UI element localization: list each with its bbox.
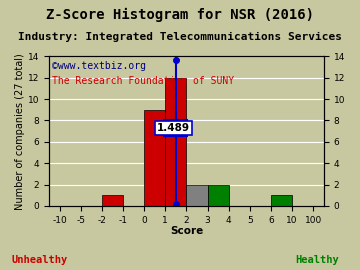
Text: ©www.textbiz.org: ©www.textbiz.org xyxy=(52,61,146,71)
Text: Industry: Integrated Telecommunications Services: Industry: Integrated Telecommunications … xyxy=(18,32,342,42)
Text: Z-Score Histogram for NSR (2016): Z-Score Histogram for NSR (2016) xyxy=(46,8,314,22)
Bar xyxy=(271,195,292,206)
Bar xyxy=(102,195,123,206)
Y-axis label: Number of companies (27 total): Number of companies (27 total) xyxy=(15,53,25,210)
Bar xyxy=(144,110,165,206)
X-axis label: Score: Score xyxy=(170,226,203,236)
Bar xyxy=(186,185,207,206)
Text: 1.489: 1.489 xyxy=(157,123,190,133)
Text: Healthy: Healthy xyxy=(295,255,339,265)
Text: Unhealthy: Unhealthy xyxy=(12,255,68,265)
Bar xyxy=(165,78,186,206)
Text: The Research Foundation of SUNY: The Research Foundation of SUNY xyxy=(52,76,234,86)
Bar xyxy=(207,185,229,206)
